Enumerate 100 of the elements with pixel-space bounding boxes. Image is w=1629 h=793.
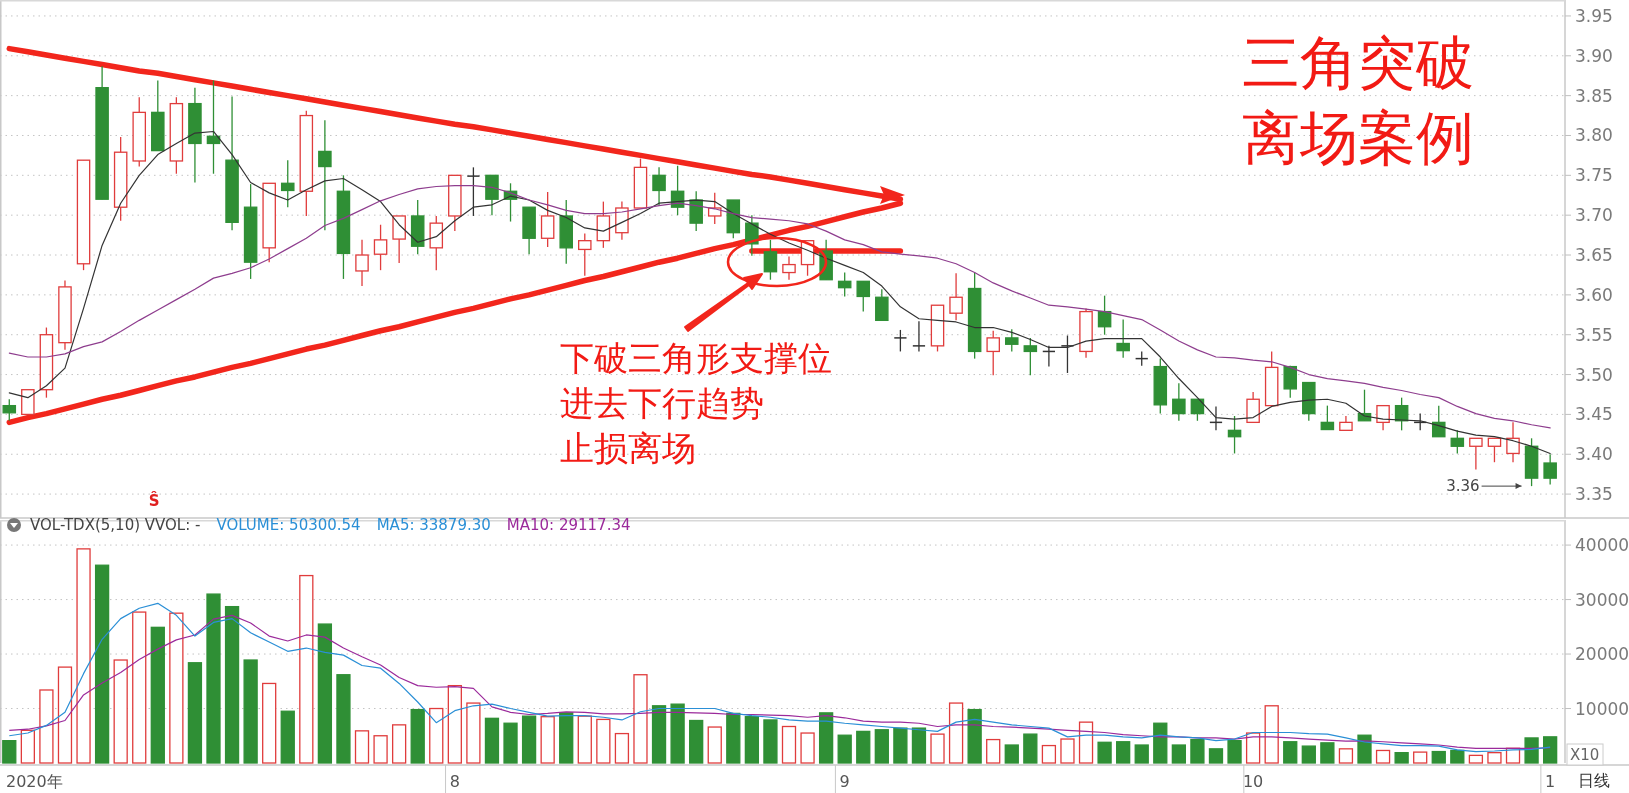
annotation: Ŝ [148, 491, 160, 510]
bar [1394, 752, 1409, 764]
bar [1023, 733, 1038, 764]
bar [57, 666, 73, 764]
annotation: 下破三角形支撑位 [560, 339, 832, 377]
bar [243, 659, 258, 764]
bar [336, 674, 351, 764]
text: 三角突破 [1242, 30, 1474, 95]
candlestick [1023, 337, 1038, 376]
candlestick [280, 159, 295, 208]
candlestick [1116, 318, 1130, 359]
bar [1543, 736, 1558, 764]
y-tick-label: 3.55 [1575, 324, 1613, 345]
candlestick [373, 224, 388, 271]
bar [1450, 749, 1465, 764]
bar [986, 738, 1001, 764]
candlestick [1320, 404, 1335, 431]
candlestick [318, 119, 332, 231]
text: MA5: 33879.30 [376, 516, 491, 534]
bar [1320, 742, 1335, 764]
bar [169, 612, 184, 764]
text: 日线 [1578, 771, 1610, 790]
candlestick [355, 239, 369, 287]
bar [1190, 738, 1205, 764]
bar [354, 730, 370, 764]
candlestick [466, 166, 481, 217]
y-tick-label: 3.75 [1575, 165, 1613, 186]
bar [893, 727, 908, 764]
y-tick-label: 3.95 [1575, 5, 1613, 26]
bar [1357, 734, 1372, 764]
y-tick-label: 3.65 [1575, 245, 1613, 266]
bar [20, 729, 35, 764]
bar [76, 548, 91, 764]
bar [818, 712, 834, 764]
bar [94, 564, 110, 764]
bar [559, 712, 574, 764]
bar [373, 735, 388, 764]
bar [484, 717, 500, 764]
candlestick [485, 174, 499, 216]
bar [726, 712, 741, 764]
bar [930, 733, 945, 764]
bar [429, 707, 444, 764]
bar [1264, 705, 1279, 764]
bar [1431, 750, 1446, 764]
x-tick-label: 9 [839, 772, 850, 791]
candlestick [2, 398, 17, 422]
bar [837, 734, 852, 764]
bar [299, 574, 314, 764]
bar [132, 611, 147, 764]
candlestick [763, 239, 778, 281]
bar [1227, 740, 1242, 764]
y-tick-label: 20000 [1575, 644, 1629, 665]
bar [206, 593, 221, 764]
y-tick-label: 30000 [1575, 589, 1629, 610]
x-tick-label: 1 [1545, 772, 1556, 791]
bar [447, 684, 462, 764]
candlestick [1506, 421, 1520, 463]
candlestick [1246, 391, 1260, 424]
candlestick [1487, 437, 1502, 463]
annotation: VOLUME: 50300.54 [216, 516, 361, 534]
candlestick [949, 272, 963, 322]
y-tick-label: 3.85 [1575, 85, 1613, 106]
candlestick [893, 329, 908, 353]
bar [1060, 738, 1075, 764]
candlestick [1543, 453, 1557, 486]
bar [689, 719, 704, 764]
bar [614, 732, 630, 764]
bar [521, 715, 537, 764]
candlestick [1450, 429, 1465, 455]
bar [391, 724, 407, 764]
bar [1078, 721, 1094, 764]
y-tick-label: 3.90 [1575, 45, 1613, 66]
bar [503, 722, 518, 764]
candlestick [1376, 404, 1390, 431]
bar [2, 740, 17, 764]
candlestick [1469, 437, 1483, 471]
bar [1283, 741, 1298, 764]
bar [633, 674, 648, 764]
bar [1301, 745, 1316, 764]
bar [1468, 754, 1484, 764]
bar [948, 702, 964, 764]
candlestick [1431, 404, 1446, 438]
text: 离场案例 [1242, 105, 1474, 170]
annotation: 3.36 [1446, 477, 1480, 496]
bar [187, 662, 203, 764]
bar [317, 623, 333, 764]
y-tick-label: 10000 [1575, 698, 1629, 719]
candlestick [875, 288, 889, 322]
candlestick [392, 215, 406, 264]
candlestick [652, 166, 666, 207]
bar [410, 708, 425, 764]
y-tick-label: 3.60 [1575, 284, 1613, 305]
bar [224, 605, 240, 764]
bar [1116, 741, 1131, 764]
bar [39, 689, 54, 764]
candlestick [1005, 328, 1019, 353]
bar [1041, 744, 1057, 764]
annotation: 进去下行趋势 [560, 384, 764, 422]
bar [874, 729, 889, 764]
bar [596, 718, 611, 764]
